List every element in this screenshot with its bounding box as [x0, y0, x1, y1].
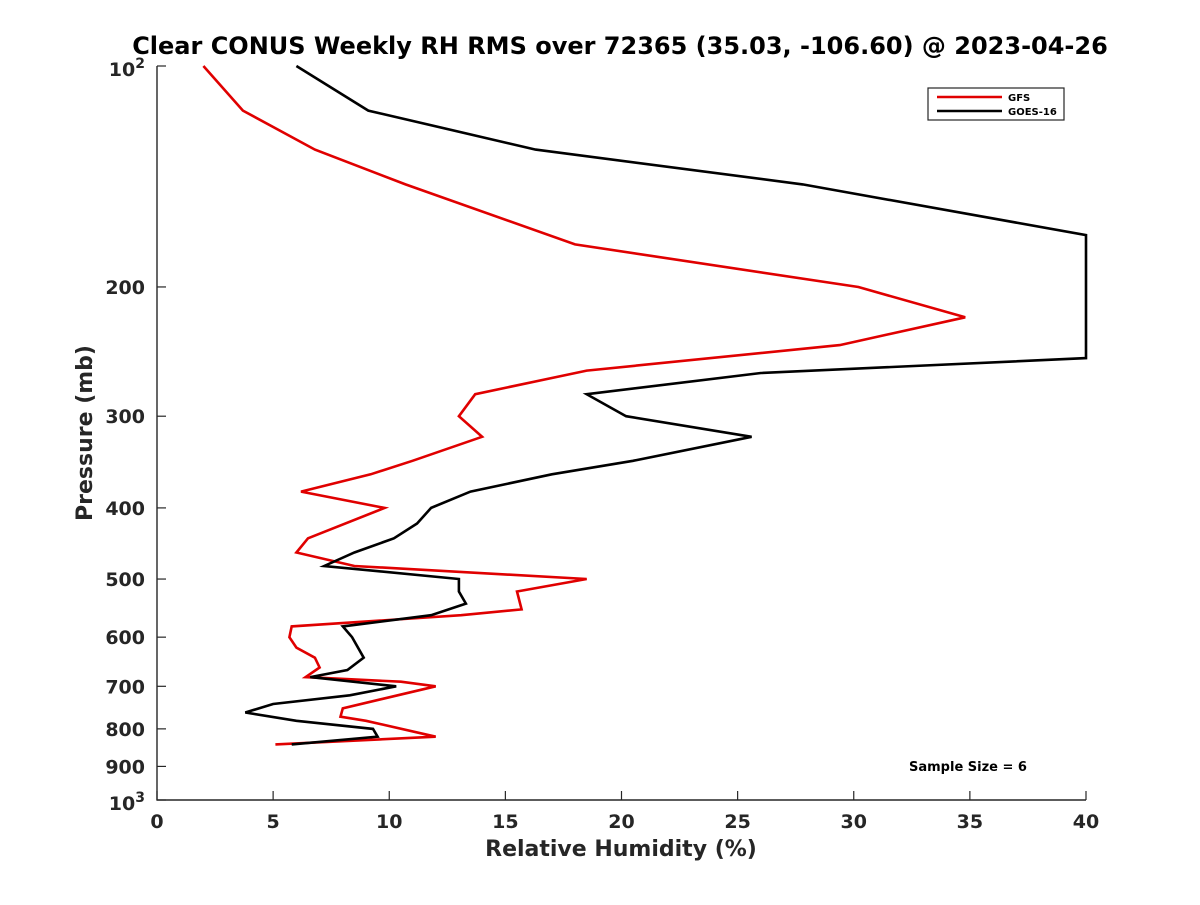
y-tick-label: 300 [105, 406, 145, 428]
y-tick-label: 200 [105, 277, 145, 299]
series-line-gfs [202, 65, 966, 746]
y-axis-label: Pressure (mb) [73, 345, 98, 521]
x-tick-label: 35 [957, 811, 983, 833]
x-tick-label: 25 [724, 811, 750, 833]
y-tick-label: 700 [105, 676, 145, 698]
y-tick-label: 800 [105, 719, 145, 741]
legend-label: GOES-16 [1008, 107, 1057, 118]
y-tick-label: 400 [105, 498, 145, 520]
x-tick-label: 30 [841, 811, 867, 833]
y-tick-label: 102 [109, 56, 145, 81]
legend-label: GFS [1008, 93, 1030, 104]
x-tick-label: 15 [492, 811, 518, 833]
x-tick-label: 10 [376, 811, 402, 833]
chart-title: Clear CONUS Weekly RH RMS over 72365 (35… [132, 32, 1108, 60]
y-tick-label: 600 [105, 627, 145, 649]
sample-size-annotation: Sample Size = 6 [909, 760, 1027, 775]
series-line-goes-16 [244, 64, 1088, 746]
x-tick-label: 0 [150, 811, 163, 833]
y-tick-label: 500 [105, 569, 145, 591]
y-tick-label: 103 [109, 790, 145, 815]
legend-box [927, 87, 1065, 121]
x-axis-label: Relative Humidity (%) [485, 837, 757, 862]
legend: GFS GOES-16 [927, 87, 1065, 121]
y-tick-label: 900 [105, 756, 145, 778]
x-tick-label: 5 [267, 811, 280, 833]
x-tick-label: 40 [1073, 811, 1099, 833]
x-tick-label: 20 [608, 811, 634, 833]
